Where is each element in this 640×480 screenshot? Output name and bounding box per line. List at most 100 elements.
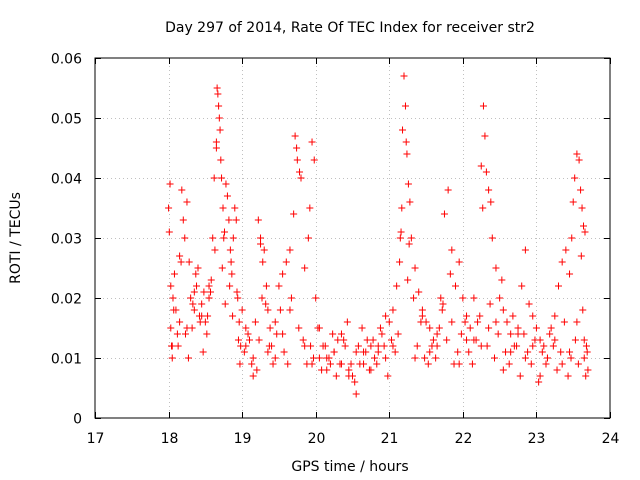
data-point [358,324,366,332]
data-point [233,288,241,296]
data-point [424,360,432,368]
data-point [507,348,515,356]
data-point [198,312,206,320]
data-point [479,102,487,110]
data-point [479,204,487,212]
data-point [183,324,191,332]
data-point [573,318,581,326]
data-point [216,126,224,134]
data-point [199,348,207,356]
data-point [266,324,274,332]
data-point [231,204,239,212]
data-point [221,300,229,308]
data-point [367,342,375,350]
data-point [551,336,559,344]
data-point [279,270,287,278]
data-point [568,234,576,242]
data-point [181,234,189,242]
data-point [406,198,414,206]
data-point [555,282,562,290]
data-point [540,342,548,350]
data-point [421,354,429,362]
data-point [196,318,204,326]
data-point [579,306,587,314]
data-point [258,294,266,302]
data-point [385,318,393,326]
data-point [203,330,211,338]
data-point [165,204,173,212]
data-point [325,354,333,362]
data-point [291,132,299,140]
data-point [210,174,218,182]
data-point [271,318,279,326]
data-point [287,294,295,302]
y-tick-label: 0 [73,412,82,428]
data-point [168,342,176,350]
data-point [496,294,504,302]
data-point [404,180,412,188]
data-point [376,324,384,332]
x-tick-label: 23 [528,431,546,447]
y-tick-label: 0.06 [51,52,82,68]
data-point [499,306,507,314]
data-point [482,168,490,176]
y-tick-label: 0.01 [51,352,82,368]
data-point [404,276,412,284]
data-point [293,144,301,152]
data-point [535,378,543,386]
data-point [259,258,267,266]
data-point [529,342,537,350]
data-point [380,342,388,350]
data-point [360,360,368,368]
data-point [204,312,212,320]
data-point [562,246,570,254]
data-point [466,324,474,332]
data-point [571,174,579,182]
data-point [286,246,294,254]
data-point [569,198,577,206]
data-point [578,204,586,212]
data-point [279,330,287,338]
data-point [205,282,213,290]
y-tick-label: 0.05 [51,112,82,128]
data-point [483,342,491,350]
data-point [382,312,390,320]
data-point [257,234,265,242]
data-point [516,372,524,380]
data-point [334,336,342,344]
data-point [514,330,522,338]
data-point [564,372,572,380]
data-point [521,246,529,254]
data-point [397,228,405,236]
data-point [477,342,485,350]
data-point [433,330,441,338]
data-point [177,258,185,266]
data-point [238,306,246,314]
data-point [437,294,445,302]
data-point [433,342,441,350]
data-point [461,318,469,326]
data-point [487,198,495,206]
data-point [560,318,568,326]
data-point [321,342,329,350]
y-tick-label: 0.03 [51,232,82,248]
data-point [398,204,406,212]
data-point [176,252,184,260]
data-point [538,348,546,356]
x-tick-label: 22 [455,431,473,447]
data-point [352,390,360,398]
data-point [557,348,565,356]
data-point [391,348,399,356]
data-point [440,210,448,218]
data-point [413,342,421,350]
data-point [583,348,591,356]
data-point [215,102,223,110]
data-point [446,270,454,278]
data-point [492,264,500,272]
data-point [228,270,236,278]
data-point [573,150,581,158]
data-point [567,354,575,362]
data-point [411,354,419,362]
data-point [219,204,227,212]
data-point [308,360,316,368]
